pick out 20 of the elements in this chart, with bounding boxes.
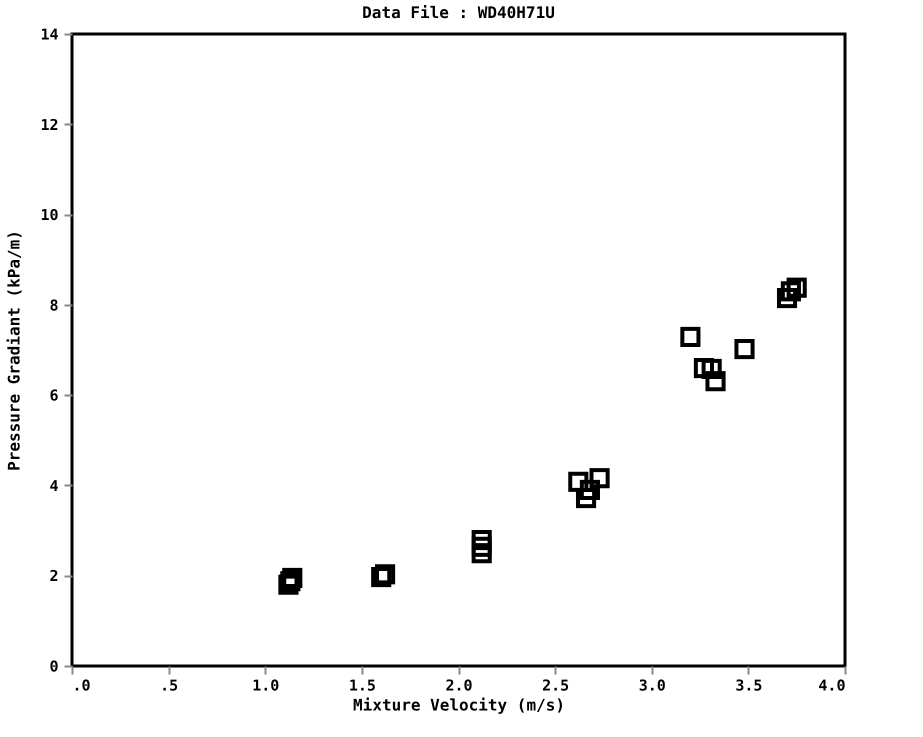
- x-tick-label: 1.0: [252, 676, 280, 694]
- y-tick-label: 10: [40, 206, 58, 224]
- x-tick-label: 3.0: [638, 676, 666, 694]
- x-tick-label: 3.5: [735, 676, 762, 694]
- x-tick-label: .5: [160, 676, 178, 694]
- y-axis-title: Pressure Gradiant (kPa/m): [4, 230, 24, 471]
- chart-title: Data File : WD40H71U: [362, 3, 555, 22]
- y-tick-label: 14: [40, 26, 58, 44]
- x-tick-label: .0: [72, 676, 91, 694]
- x-axis-title: Mixture Velocity (m/s): [353, 696, 565, 714]
- x-tick-label: 2.5: [542, 676, 570, 694]
- x-tick-label: 1.5: [348, 676, 376, 694]
- y-tick-label: 0: [49, 658, 58, 676]
- y-tick-label: 8: [49, 296, 58, 314]
- y-tick-label: 12: [40, 116, 58, 134]
- y-tick-label: 2: [49, 567, 58, 586]
- x-tick-label: 4.0: [818, 676, 846, 694]
- y-tick-label: 6: [49, 386, 58, 405]
- x-tick-label: 2.0: [445, 676, 473, 694]
- y-tick-label: 4: [49, 476, 58, 495]
